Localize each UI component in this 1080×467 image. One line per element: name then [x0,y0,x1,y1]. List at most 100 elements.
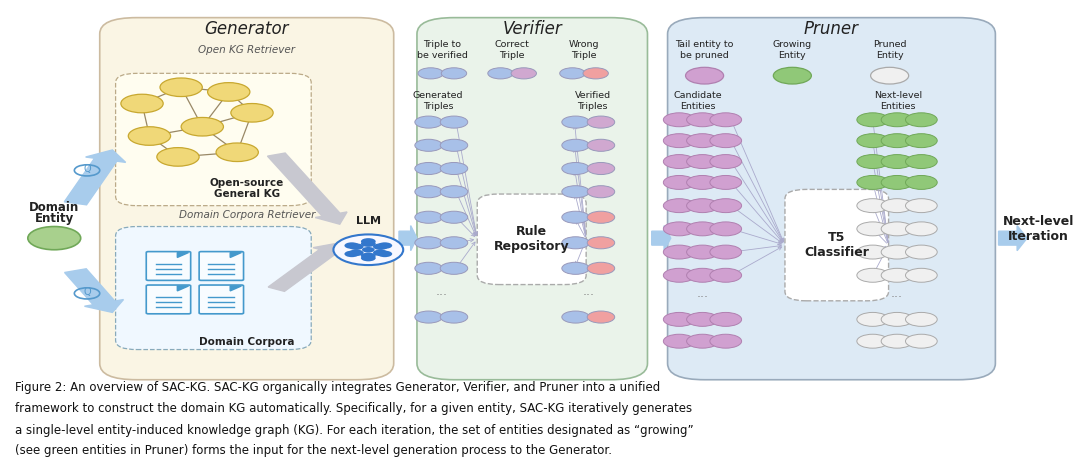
Circle shape [687,334,718,348]
Circle shape [216,143,258,162]
Circle shape [562,139,590,151]
Text: a single-level entity-induced knowledge graph (KG). For each iteration, the set : a single-level entity-induced knowledge … [15,424,693,437]
Text: Q: Q [83,287,91,297]
Text: Entity: Entity [35,212,73,225]
Circle shape [881,134,913,148]
Text: Generated
Triples: Generated Triples [413,92,463,111]
Circle shape [559,68,585,79]
Circle shape [441,116,468,128]
Circle shape [562,211,590,223]
Circle shape [663,222,696,236]
Circle shape [687,222,718,236]
Circle shape [160,78,202,97]
Circle shape [361,238,376,245]
Circle shape [856,155,889,169]
Circle shape [663,312,696,326]
Text: Pruned
Entity: Pruned Entity [873,41,906,60]
Circle shape [441,262,468,274]
Text: Wrong
Triple: Wrong Triple [569,41,599,60]
Circle shape [856,312,889,326]
Circle shape [856,222,889,236]
Text: LLM: LLM [355,216,381,226]
Circle shape [441,139,468,151]
Circle shape [905,155,937,169]
Text: Next-level
Entities: Next-level Entities [874,92,922,111]
Circle shape [345,242,360,249]
Circle shape [121,94,163,113]
Circle shape [905,269,937,282]
FancyArrow shape [999,226,1027,251]
Circle shape [687,245,718,259]
Circle shape [856,245,889,259]
Circle shape [663,198,696,212]
Circle shape [488,68,513,79]
Text: (see green entities in Pruner) forms the input for the next-level generation pro: (see green entities in Pruner) forms the… [15,444,612,457]
Circle shape [710,134,742,148]
Circle shape [687,134,718,148]
Circle shape [361,255,376,262]
Circle shape [881,155,913,169]
Circle shape [562,163,590,175]
Circle shape [362,247,375,253]
Text: T5
Classifier: T5 Classifier [805,231,869,259]
Circle shape [562,116,590,128]
Circle shape [415,211,443,223]
Circle shape [856,334,889,348]
Circle shape [377,242,392,249]
Circle shape [377,251,392,257]
Circle shape [663,269,696,282]
Circle shape [856,113,889,127]
Circle shape [583,68,608,79]
Text: Triple to
be verified: Triple to be verified [417,41,468,60]
Circle shape [905,134,937,148]
Circle shape [562,186,590,198]
Circle shape [687,155,718,169]
FancyBboxPatch shape [146,285,191,314]
Circle shape [687,113,718,127]
Circle shape [442,68,467,79]
Circle shape [334,234,403,265]
Circle shape [710,222,742,236]
FancyArrow shape [268,243,342,291]
Text: Generator: Generator [204,20,289,38]
Circle shape [881,269,913,282]
Text: ...: ... [435,285,447,298]
Circle shape [415,186,443,198]
Circle shape [663,245,696,259]
Circle shape [870,67,908,84]
Circle shape [588,163,615,175]
Circle shape [361,253,376,259]
Circle shape [710,176,742,190]
Circle shape [881,312,913,326]
Text: Domain Corpora Retriever: Domain Corpora Retriever [178,210,315,220]
Text: Figure 2: An overview of SAC-KG. SAC-KG organically integrates Generator, Verifi: Figure 2: An overview of SAC-KG. SAC-KG … [15,381,660,394]
Circle shape [687,176,718,190]
Circle shape [663,113,696,127]
Circle shape [710,155,742,169]
Text: ...: ... [891,287,903,300]
Polygon shape [230,286,242,291]
Circle shape [588,237,615,249]
Circle shape [415,311,443,323]
Text: Verifier: Verifier [502,20,562,38]
Circle shape [663,176,696,190]
Circle shape [881,198,913,212]
FancyArrow shape [65,269,123,312]
Circle shape [207,83,249,101]
Circle shape [562,311,590,323]
Circle shape [349,243,364,250]
Circle shape [418,68,444,79]
FancyBboxPatch shape [417,18,648,380]
FancyBboxPatch shape [667,18,996,380]
FancyBboxPatch shape [199,252,244,280]
Text: Open-source
General KG: Open-source General KG [210,177,284,199]
Circle shape [710,113,742,127]
FancyBboxPatch shape [116,73,311,205]
Circle shape [588,139,615,151]
Circle shape [441,163,468,175]
Text: Tail entity to
be pruned: Tail entity to be pruned [675,41,733,60]
Circle shape [856,198,889,212]
Text: Open KG Retriever: Open KG Retriever [199,45,295,55]
Circle shape [905,245,937,259]
Circle shape [562,237,590,249]
